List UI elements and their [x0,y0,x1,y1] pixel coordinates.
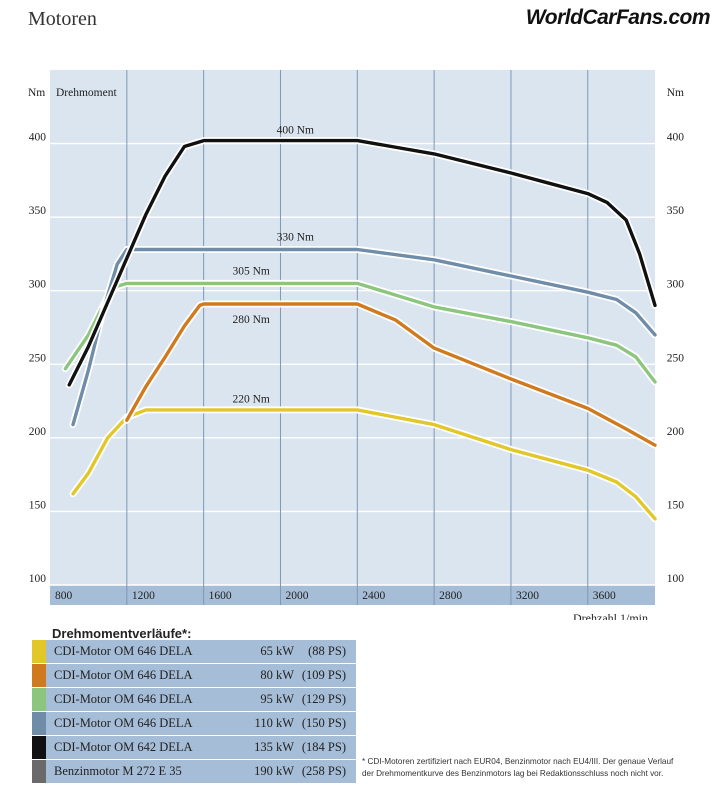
legend-power-ps: (258 PS) [301,764,346,778]
plot-area [50,70,655,585]
y-tick-label-left: 150 [29,499,47,511]
legend-engine-name: CDI-Motor OM 646 DELA [54,644,193,658]
y-tick-label-right: 150 [667,499,685,511]
legend-power-ps: (88 PS) [308,644,346,658]
legend-swatch [32,664,46,687]
legend: CDI-Motor OM 646 DELA 65 kW (88 PS) CDI-Mot… [32,640,356,784]
legend-power-kw: 190 kW [254,764,294,778]
y-tick-label-right: 100 [667,573,685,585]
y-tick-label-right: 250 [667,352,685,364]
y-axis-unit-left: Nm [28,87,45,99]
y-tick-label-left: 100 [29,573,47,585]
x-tick-label: 1200 [132,590,155,602]
footnote-line-2: der Drehmomentkurve des Benzinmotors lag… [362,769,664,778]
peak-data-label: 400 Nm [277,124,314,136]
y-tick-label-right: 350 [667,205,685,217]
legend-item: CDI-Motor OM 646 DELA 80 kW (109 PS) [32,664,356,688]
legend-power-kw: 65 kW [260,644,294,658]
y-tick-label-right: 400 [667,132,685,144]
series-line [67,138,657,387]
legend-item: Benzinmotor M 272 E 35 190 kW (258 PS) [32,760,356,784]
legend-swatch [32,760,46,783]
x-axis-title: Drehzahl 1/min [573,611,648,620]
legend-power-ps: (150 PS) [301,716,346,730]
legend-engine-name: CDI-Motor OM 642 DELA [54,740,193,754]
legend-item-body: CDI-Motor OM 646 DELA 110 kW (150 PS) [46,712,356,735]
x-tick-label: 3600 [593,590,616,602]
legend-item: CDI-Motor OM 646 DELA 110 kW (150 PS) [32,712,356,736]
y-tick-label-right: 200 [667,426,685,438]
y-tick-label-left: 300 [29,279,47,291]
legend-swatch [32,688,46,711]
x-axis-band [50,585,655,605]
legend-power-kw: 135 kW [254,740,294,754]
x-tick-label: 2000 [285,590,308,602]
y-tick-label-left: 200 [29,426,47,438]
x-tick-label: 1600 [209,590,232,602]
legend-title: Drehmomentverläufe*: [52,626,192,641]
peak-data-label: 305 Nm [232,266,269,278]
legend-engine-name: CDI-Motor OM 646 DELA [54,668,193,682]
legend-power-kw: 95 kW [260,692,294,706]
y-tick-label-left: 400 [29,132,47,144]
legend-item: CDI-Motor OM 642 DELA 135 kW (184 PS) [32,736,356,760]
legend-item: CDI-Motor OM 646 DELA 95 kW (129 PS) [32,688,356,712]
series-line [71,408,657,521]
legend-engine-name: CDI-Motor OM 646 DELA [54,716,193,730]
legend-item: CDI-Motor OM 646 DELA 65 kW (88 PS) [32,640,356,664]
torque-chart: 100 100 150 150 200 200 250 250 300 300 350 350 400 4… [28,70,685,620]
peak-data-label: 220 Nm [232,394,269,406]
legend-swatch [32,640,46,663]
legend-item-body: Benzinmotor M 272 E 35 190 kW (258 PS) [46,760,356,783]
x-tick-label: 800 [55,590,73,602]
y-tick-label-right: 300 [667,279,685,291]
footnote: * CDI-Motoren zertifiziert nach EUR04, B… [362,756,682,780]
legend-item-body: CDI-Motor OM 646 DELA 80 kW (109 PS) [46,664,356,687]
legend-power-ps: (184 PS) [301,740,346,754]
legend-power-kw: 80 kW [260,668,294,682]
legend-item-body: CDI-Motor OM 646 DELA 95 kW (129 PS) [46,688,356,711]
legend-swatch [32,712,46,735]
legend-power-ps: (109 PS) [301,668,346,682]
y-tick-label-left: 250 [29,352,47,364]
peak-data-label: 330 Nm [277,232,314,244]
x-tick-label: 2400 [362,590,385,602]
x-tick-label: 2800 [439,590,462,602]
x-tick-label: 3200 [516,590,539,602]
brand-logo: WorldCarFans.com [525,6,711,29]
legend-swatch [32,736,46,759]
legend-power-kw: 110 kW [254,716,294,730]
legend-item-body: CDI-Motor OM 642 DELA 135 kW (184 PS) [46,736,356,759]
footnote-line-1: * CDI-Motoren zertifiziert nach EUR04, B… [362,757,674,766]
series-line [125,302,657,447]
page-title: Motoren [28,8,97,30]
legend-item-body: CDI-Motor OM 646 DELA 65 kW (88 PS) [46,640,356,663]
y-axis-unit-right: Nm [667,87,684,99]
y-tick-label-left: 350 [29,205,47,217]
legend-engine-name: Benzinmotor M 272 E 35 [54,764,182,778]
peak-data-label: 280 Nm [232,314,269,326]
y-axis-title: Drehmoment [56,87,117,99]
legend-power-ps: (129 PS) [301,692,346,706]
legend-engine-name: CDI-Motor OM 646 DELA [54,692,193,706]
